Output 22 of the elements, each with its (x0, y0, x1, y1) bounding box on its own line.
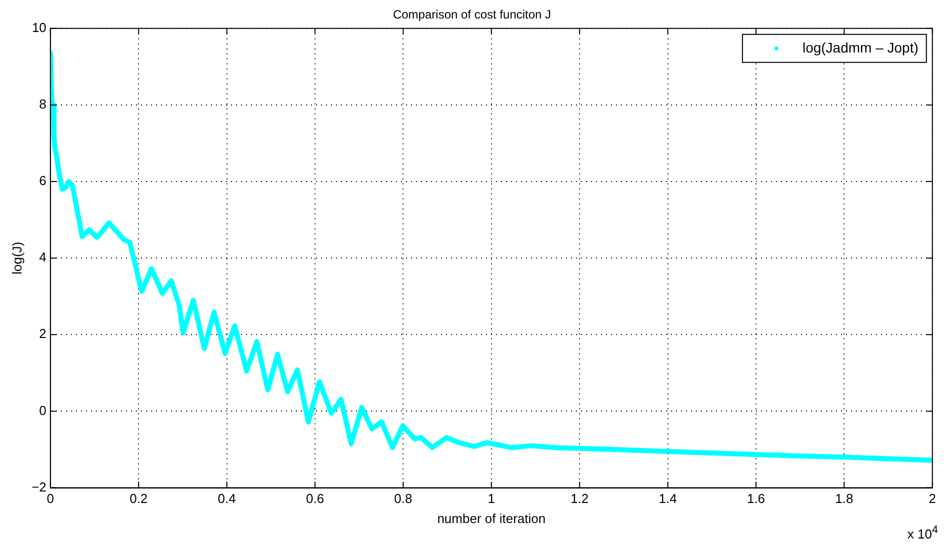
x-tick-label: 0.6 (306, 491, 324, 506)
y-tick-label: −2 (32, 479, 46, 494)
x-tick-label: 0.8 (394, 491, 412, 506)
y-tick-label: 6 (39, 173, 46, 188)
x-tick-label: 1.2 (570, 491, 589, 506)
x-tick-label: 1.4 (658, 491, 677, 506)
y-axis-title: log(J) (9, 242, 24, 274)
x-tick-label: 1.8 (835, 491, 854, 506)
y-tick-label: 0 (39, 402, 46, 418)
x-axis-title: number of iteration (437, 510, 546, 526)
y-tick-label: 2 (39, 326, 46, 342)
x-tick-label: 1.6 (746, 491, 766, 506)
y-tick-label: 4 (39, 250, 46, 265)
y-tick-label: 10 (32, 20, 46, 35)
x-tick-label: 1 (488, 491, 496, 506)
x-tick-label: 0.4 (218, 491, 236, 506)
x-tick-label: 0.2 (130, 491, 148, 506)
y-tick-label: 8 (39, 96, 46, 112)
chart-title: Comparison of cost funciton J (392, 8, 552, 22)
legend-label: log(Jadmm – Jopt) (802, 39, 918, 56)
x-tick-label: 2 (928, 491, 936, 506)
text: x 10$^{4}$ (907, 524, 938, 541)
